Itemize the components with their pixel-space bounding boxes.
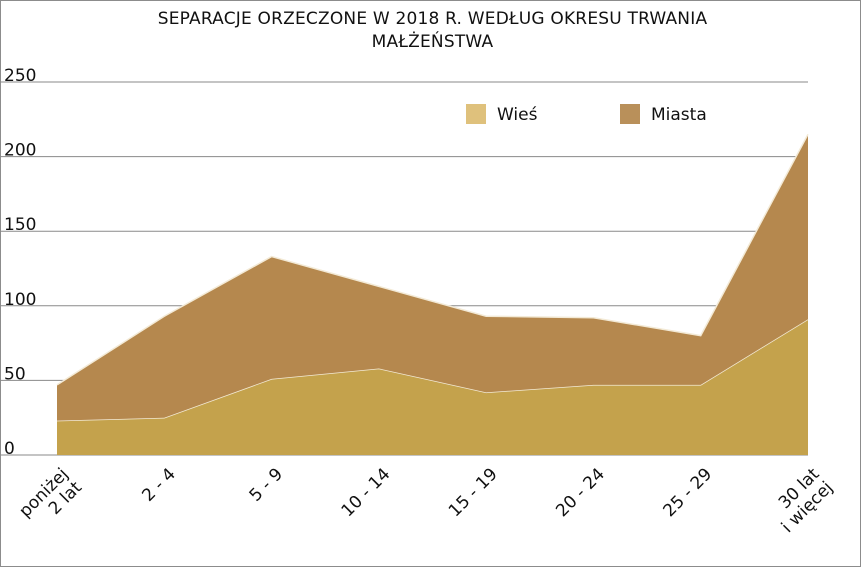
- y-axis-ticks: 0 50 100 150 200 250: [4, 66, 36, 459]
- chart-title-line-2: MAŁŻEŃSTWA: [371, 32, 494, 52]
- x-tick-line: 25 - 29: [660, 464, 717, 521]
- legend-swatch-wies: [466, 104, 486, 124]
- legend: Wieś Miasta: [466, 104, 707, 125]
- y-tick-label: 100: [4, 290, 36, 310]
- area-series: [56, 133, 809, 455]
- x-tick-label: 20 - 24: [552, 464, 609, 521]
- x-tick-label: poniżej2 lat: [15, 464, 86, 535]
- x-tick-line: 10 - 14: [338, 464, 395, 521]
- area-miasta: [57, 134, 808, 421]
- x-axis-ticks: poniżej2 lat 2 - 4 5 - 9 10 - 14 15 - 19 20 -…: [15, 464, 837, 537]
- y-tick-label: 0: [4, 439, 15, 459]
- legend-swatch-miasta: [620, 104, 640, 124]
- y-tick-label: 200: [4, 141, 36, 161]
- x-tick-line: 15 - 19: [445, 464, 502, 521]
- legend-label-miasta: Miasta: [651, 105, 707, 125]
- x-tick-line: 2 - 4: [138, 464, 179, 505]
- area-wies: [57, 319, 808, 455]
- area-edge-miasta: [56, 133, 809, 386]
- y-tick-label: 250: [4, 66, 36, 86]
- chart-title-line-1: SEPARACJE ORZECZONE W 2018 R. WEDŁUG OKR…: [157, 9, 708, 29]
- x-tick-label: 15 - 19: [445, 464, 502, 521]
- y-tick-label: 50: [4, 364, 26, 384]
- legend-label-wies: Wieś: [497, 105, 538, 125]
- x-tick-line: 5 - 9: [246, 464, 287, 505]
- x-tick-label: 25 - 29: [660, 464, 717, 521]
- x-tick-label: 2 - 4: [138, 464, 179, 505]
- x-tick-line: 20 - 24: [552, 464, 609, 521]
- x-tick-label: 30 lati więcej: [764, 464, 837, 537]
- y-tick-label: 150: [4, 215, 36, 235]
- x-tick-label: 10 - 14: [338, 464, 395, 521]
- x-tick-label: 5 - 9: [246, 464, 287, 505]
